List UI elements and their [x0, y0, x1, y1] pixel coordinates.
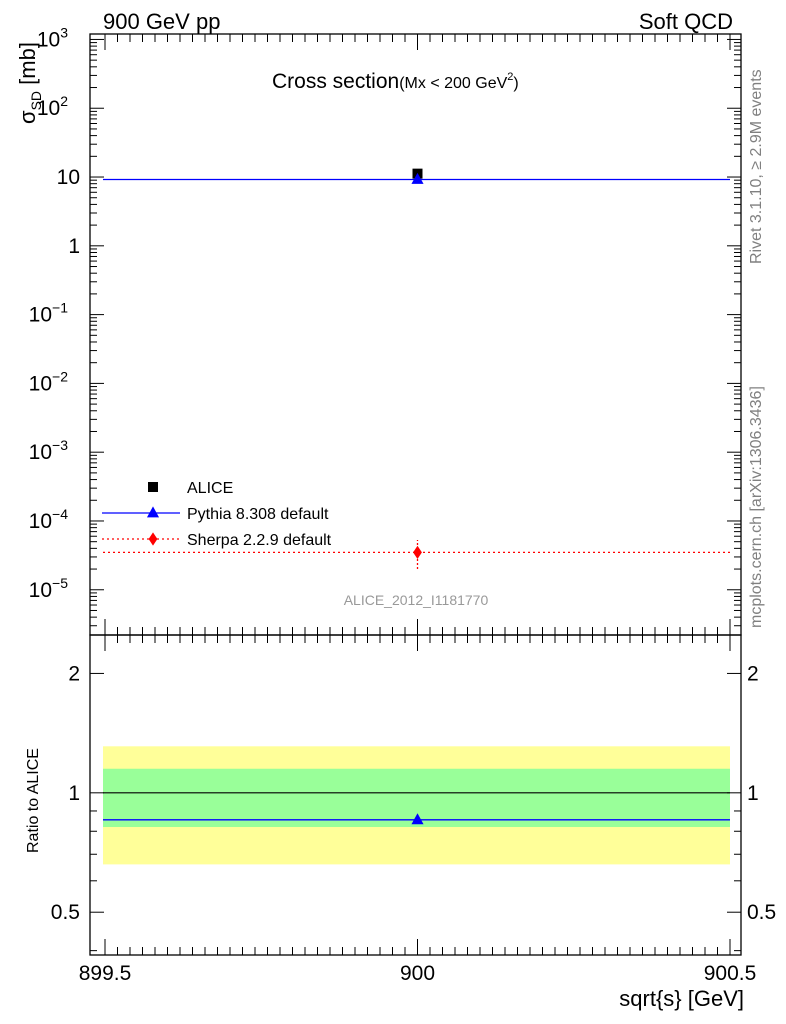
legend-marker: [148, 482, 158, 492]
main-y-tick-label: 10−3: [29, 437, 69, 464]
main-ylabel: σSD [mb]: [15, 42, 44, 124]
main-title-cut-sup: 2: [507, 71, 513, 83]
ratio-y-tick-label-left: 1: [68, 782, 80, 805]
ratio-y-tick-label-right: 1: [747, 782, 759, 805]
ratio-ylabel: Ratio to ALICE: [25, 748, 42, 853]
main-y-tick-label-base: 1: [68, 235, 80, 258]
main-y-tick-label-base: 10: [57, 166, 80, 189]
main-y-tick-label-base: 10: [29, 579, 52, 602]
main-y-tick-label-base: 10: [29, 441, 52, 464]
main-y-tick-label-exp: −2: [52, 368, 68, 384]
main-series-point: [411, 172, 424, 184]
header-right: Soft QCD: [639, 9, 733, 34]
main-y-tick-label-base: 10: [29, 372, 52, 395]
side-label-rivet: Rivet 3.1.10, ≥ 2.9M events: [748, 69, 765, 264]
legend-label: Pythia 8.308 default: [187, 506, 329, 523]
main-ylabel-sub: SD: [28, 91, 44, 110]
ratio-y-axis: 0.5 0.5 1 1 2 2: [51, 662, 776, 952]
ratio-bands: [103, 746, 730, 865]
main-y-tick-label: 1: [68, 235, 80, 258]
main-y-tick-label: 10−4: [29, 506, 69, 533]
main-title-cut: (Mx < 200 GeV: [399, 75, 507, 92]
main-title: Cross section(Mx < 200 GeV2): [272, 70, 519, 93]
main-title-text: Cross section: [272, 70, 399, 93]
ratio-frame: [89, 634, 742, 956]
legend-marker: [146, 506, 160, 518]
main-series-point: [413, 545, 422, 559]
main-y-tick-label: 103: [37, 24, 68, 51]
x-tick-label: 900: [400, 962, 435, 985]
header-left: 900 GeV pp: [103, 9, 220, 34]
main-y-tick-label-base: 10: [37, 97, 60, 120]
main-title-cut-end: ): [513, 75, 518, 92]
ratio-y-tick-label-right: 2: [747, 662, 759, 685]
main-y-tick-label-exp: −5: [52, 575, 68, 591]
main-y-tick-label-exp: 2: [60, 93, 68, 109]
legend-marker: [148, 532, 158, 546]
main-data-marks: [103, 168, 730, 570]
main-y-tick-label-exp: 3: [60, 24, 68, 40]
legend: ALICE Pythia 8.308 default Sherpa 2.2.9 de…: [102, 480, 332, 549]
main-y-tick-label: 10: [57, 166, 80, 189]
ratio-panel: 0.5 0.51 12 2 899.5 900 900.5 Ratio to ALICE …: [25, 34, 776, 1011]
main-y-tick-label: 10−2: [29, 368, 69, 395]
main-y-tick-label-base: 10: [29, 304, 52, 327]
main-ylabel-unit: [mb]: [15, 42, 40, 91]
main-y-tick-label-exp: −4: [52, 506, 68, 522]
main-watermark: ALICE_2012_I1181770: [344, 592, 489, 608]
main-y-tick-label-exp: −1: [52, 300, 68, 316]
ratio-data-marks: [103, 792, 730, 825]
legend-label: Sherpa 2.2.9 default: [187, 532, 332, 549]
x-tick-label: 899.5: [79, 962, 132, 985]
ratio-y-tick-label-left: 0.5: [51, 901, 80, 924]
ratio-series-point: [411, 813, 424, 825]
main-y-tick-label: 10−1: [29, 300, 69, 327]
main-y-tick-label: 102: [37, 93, 68, 120]
x-axis-label: sqrt{s} [GeV]: [619, 986, 744, 1011]
x-tick-label: 900.5: [704, 962, 757, 985]
ratio-y-tick-label-left: 2: [68, 662, 80, 685]
main-y-tick-label: 10−5: [29, 575, 69, 602]
main-y-tick-label-base: 10: [37, 28, 60, 51]
x-axis: 899.5 900 900.5: [79, 34, 757, 985]
main-ylabel-sigma: σ: [15, 110, 40, 124]
main-y-tick-label-exp: −3: [52, 437, 68, 453]
main-y-tick-label-base: 10: [29, 510, 52, 533]
legend-label: ALICE: [187, 480, 233, 497]
side-label-source: mcplots.cern.ch [arXiv:1306.3436]: [748, 386, 765, 628]
ratio-y-tick-label-right: 0.5: [747, 901, 776, 924]
